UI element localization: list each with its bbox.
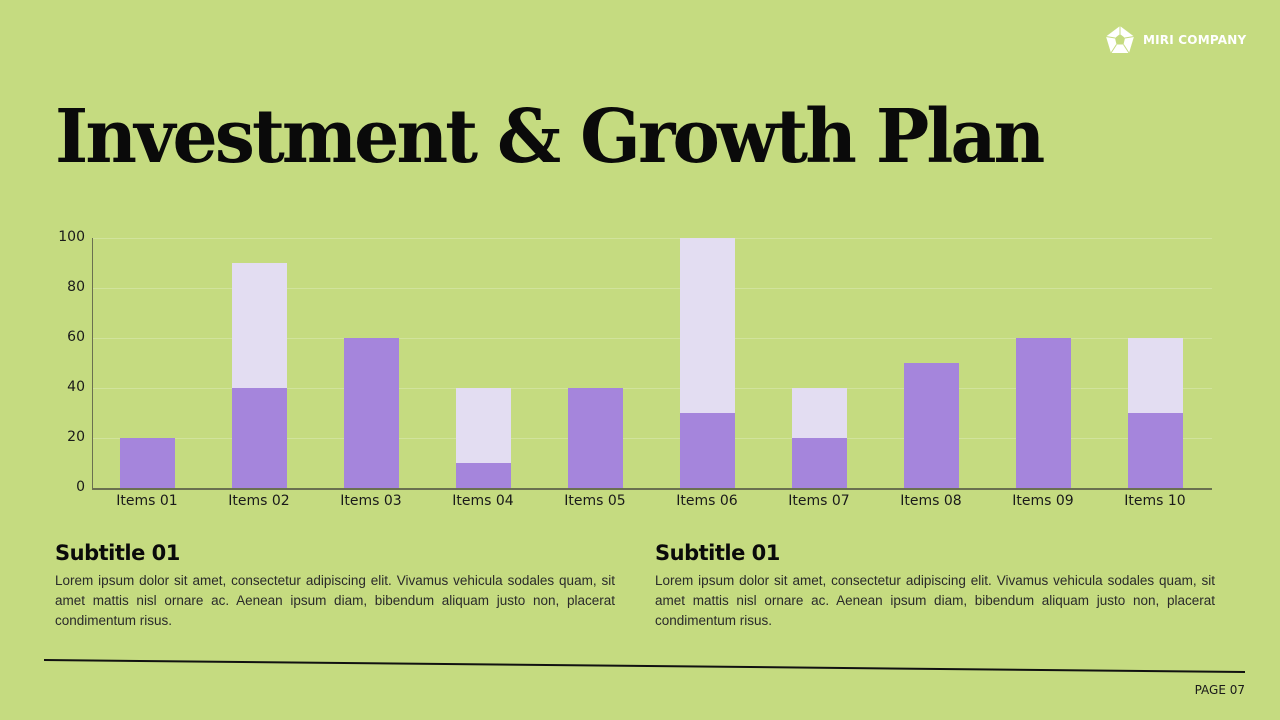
section-body: Lorem ipsum dolor sit amet, consectetur … [655, 573, 1215, 628]
x-tick-label: Items 05 [564, 493, 626, 509]
bar-segment-secondary [1127, 338, 1183, 413]
gridline [92, 338, 1212, 339]
y-tick-label: 80 [67, 279, 85, 295]
page-number: PAGE 07 [1194, 683, 1245, 697]
y-tick-label: 20 [67, 429, 85, 445]
section-right: Subtitle 01 Lorem ipsum dolor sit amet, … [655, 541, 1215, 631]
x-tick-label: Items 09 [1012, 493, 1074, 509]
bar-segment-primary [455, 463, 511, 488]
gridline [92, 238, 1212, 239]
gridline [92, 388, 1212, 389]
y-tick-label: 40 [67, 379, 85, 395]
x-axis [92, 488, 1212, 490]
bar-stack [903, 363, 959, 488]
bar-segment-secondary [231, 263, 287, 388]
x-tick-label: Items 03 [340, 493, 402, 509]
gridline [92, 438, 1212, 439]
gridline [92, 288, 1212, 289]
bar-segment-primary [1127, 413, 1183, 488]
y-tick-label: 60 [67, 329, 85, 345]
bar-stack [119, 438, 175, 488]
bar-segment-primary [231, 388, 287, 488]
bar-segment-primary [791, 438, 847, 488]
bar-stack [343, 338, 399, 488]
y-tick-label: 0 [76, 479, 85, 495]
bar-segment-secondary [791, 388, 847, 438]
stacked-bar-chart: 0 20 40 60 80 100 Items 01 Items 02 Items 03 Item… [58, 229, 1212, 509]
bar-stack [455, 388, 511, 488]
bar-segment-primary [1015, 338, 1071, 488]
bar-stack [679, 238, 735, 488]
bar-segment-primary [343, 338, 399, 488]
section-subtitle: Subtitle 01 [655, 541, 780, 565]
bar-segment-primary [679, 413, 735, 488]
bar-stack [231, 263, 287, 488]
x-tick-label: Items 07 [788, 493, 850, 509]
bar-stack [791, 388, 847, 488]
pentagon-star-logo-icon [1105, 26, 1135, 54]
page-title: Investment & Growth Plan [55, 94, 1045, 180]
x-tick-label: Items 04 [452, 493, 514, 509]
y-axis [92, 238, 93, 488]
brand-name: MIRI COMPANY [1143, 33, 1247, 47]
x-tick-label: Items 06 [676, 493, 738, 509]
section-left: Subtitle 01 Lorem ipsum dolor sit amet, … [55, 541, 615, 631]
bar-segment-primary [567, 388, 623, 488]
bar-segment-primary [903, 363, 959, 488]
x-tick-label: Items 02 [228, 493, 290, 509]
bar-stack [567, 388, 623, 488]
section-body: Lorem ipsum dolor sit amet, consectetur … [55, 573, 615, 628]
bar-stack [1015, 338, 1071, 488]
x-tick-label: Items 10 [1124, 493, 1186, 509]
bar-segment-secondary [679, 238, 735, 413]
x-tick-label: Items 08 [900, 493, 962, 509]
bar-stack [1127, 338, 1183, 488]
y-tick-label: 100 [58, 229, 85, 245]
x-tick-label: Items 01 [116, 493, 178, 509]
section-subtitle: Subtitle 01 [55, 541, 180, 565]
bar-segment-secondary [455, 388, 511, 463]
bar-segment-primary [119, 438, 175, 488]
brand-logo: MIRI COMPANY [1105, 25, 1246, 55]
